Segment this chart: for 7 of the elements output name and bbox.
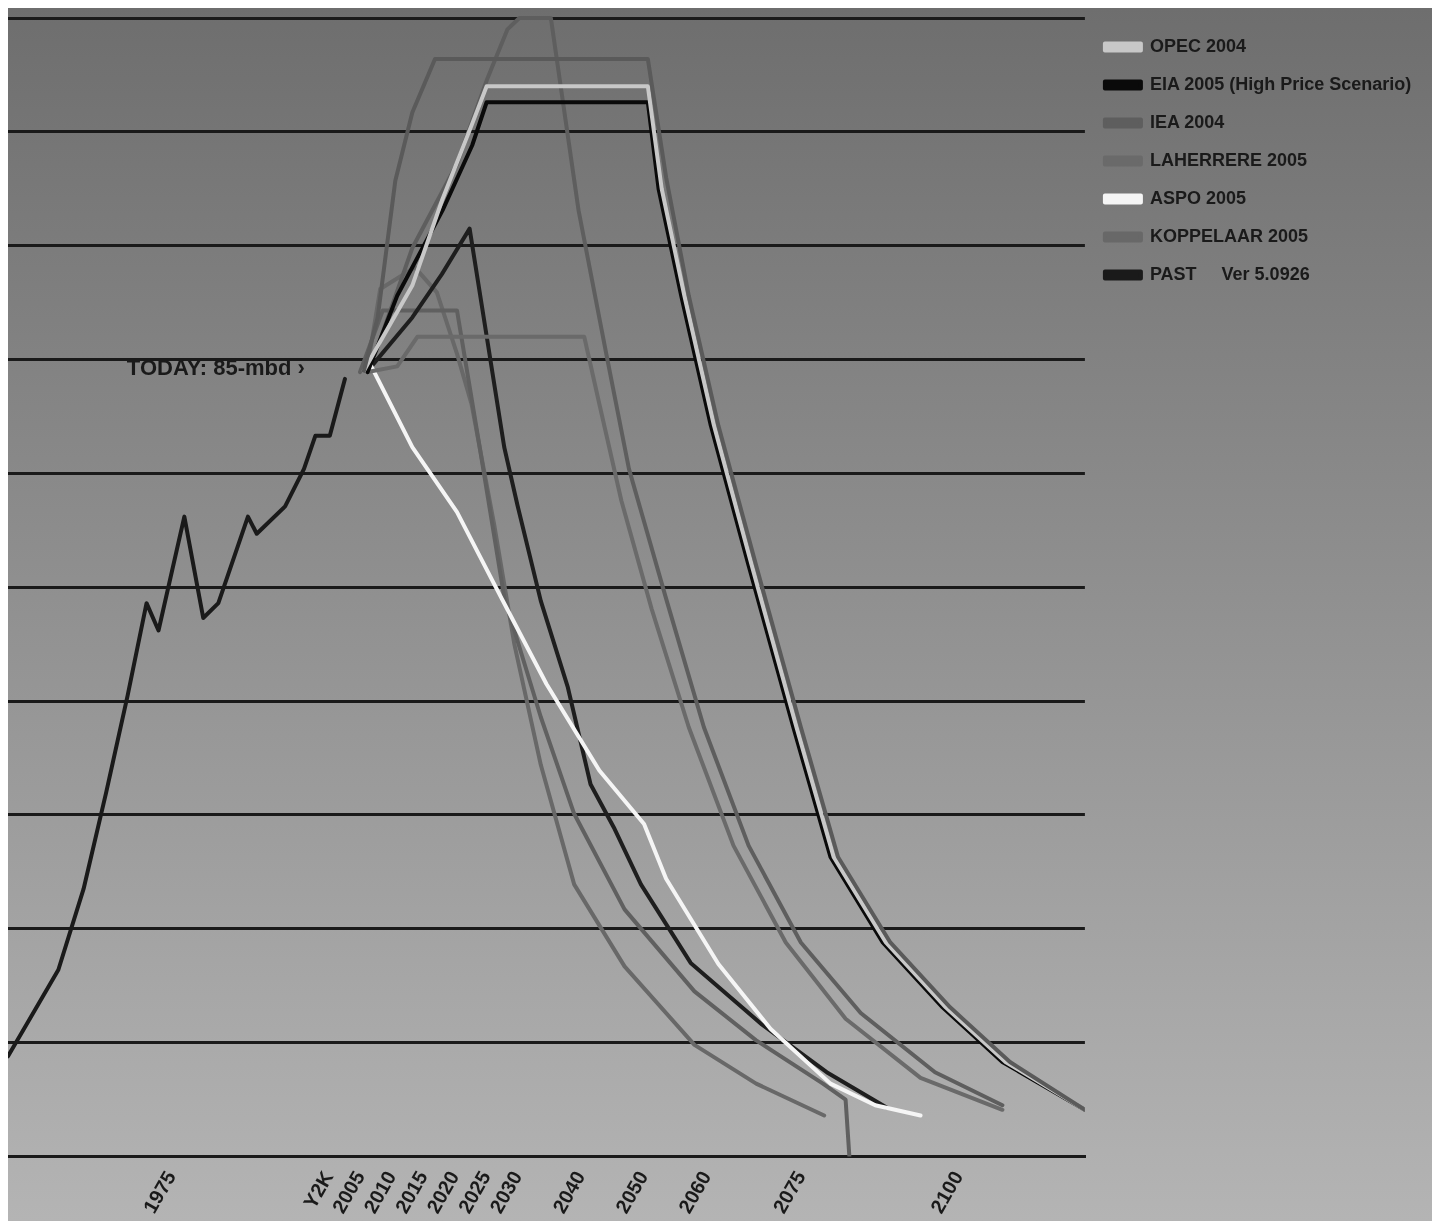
legend-label: PAST Ver 5.0926 <box>1149 263 1310 284</box>
legend-label: OPEC 2004 <box>1149 35 1246 56</box>
legend-label: EIA 2005 (High Price Scenario) <box>1149 73 1412 94</box>
legend-label: IEA 2004 <box>1149 111 1225 132</box>
legend-label: LAHERRERE 2005 <box>1149 149 1307 170</box>
legend-label: ASPO 2005 <box>1149 187 1246 208</box>
legend-label: KOPPELAAR 2005 <box>1149 225 1308 246</box>
